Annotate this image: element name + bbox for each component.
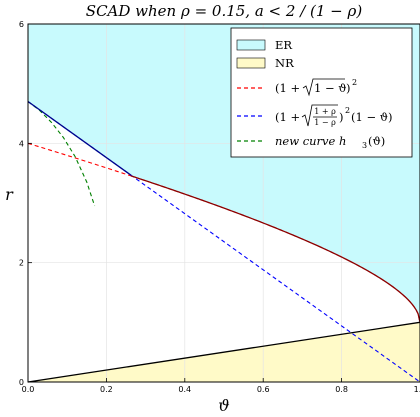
svg-text:1 − ρ: 1 − ρ bbox=[314, 118, 336, 127]
y-tick-label-3: 6 bbox=[19, 20, 24, 29]
y-tick-label-1: 2 bbox=[19, 259, 24, 268]
svg-text:(ϑ): (ϑ) bbox=[368, 134, 385, 148]
series-line-5 bbox=[130, 175, 420, 323]
svg-text:): ) bbox=[346, 81, 351, 95]
x-tick-label-1: 0.2 bbox=[100, 385, 113, 394]
y-tick-label-0: 0 bbox=[19, 378, 24, 387]
legend-label-green: new curve h 3 (ϑ) bbox=[275, 134, 385, 150]
series-line-4 bbox=[27, 100, 132, 176]
plot-frame bbox=[27, 23, 420, 383]
svg-text:(1 − ϑ): (1 − ϑ) bbox=[351, 110, 392, 124]
legend-swatch-er bbox=[236, 39, 266, 51]
x-tick-label-0: 0.0 bbox=[22, 385, 35, 394]
x-axis-label: ϑ bbox=[218, 396, 229, 415]
x-tick-label-4: 0.8 bbox=[335, 385, 348, 394]
legend-label-red: (1 + 1 − ϑ ) 2 bbox=[275, 78, 357, 97]
legend-label-nr: NR bbox=[275, 56, 294, 70]
series-line-6 bbox=[27, 321, 420, 383]
svg-text:(1 +: (1 + bbox=[275, 81, 300, 95]
svg-text:1 + ρ: 1 + ρ bbox=[314, 107, 336, 116]
svg-text:2: 2 bbox=[352, 78, 357, 87]
y-axis-label: r bbox=[5, 185, 14, 204]
svg-text:2: 2 bbox=[345, 106, 350, 115]
x-tick-label-2: 0.4 bbox=[178, 385, 191, 394]
svg-text:(1 +: (1 + bbox=[275, 110, 300, 124]
svg-text:): ) bbox=[339, 110, 344, 124]
legend: ER NR (1 + 1 − ϑ ) 2 (1 + 1 + ρ 1 − ρ ) … bbox=[230, 27, 413, 158]
legend-label-er: ER bbox=[275, 38, 292, 52]
svg-text:3: 3 bbox=[362, 141, 367, 150]
chart-title: SCAD when ρ = 0.15, a < 2 / (1 − ρ) bbox=[86, 2, 363, 20]
x-tick-label-3: 0.6 bbox=[257, 385, 270, 394]
svg-text:1 − ϑ: 1 − ϑ bbox=[314, 81, 346, 95]
y-tick-label-2: 4 bbox=[19, 139, 24, 148]
svg-text:new curve h: new curve h bbox=[275, 134, 346, 148]
x-tick-label-5: 1.0 bbox=[414, 385, 420, 394]
legend-swatch-nr bbox=[236, 57, 266, 69]
legend-label-blue: (1 + 1 + ρ 1 − ρ ) 2 (1 − ϑ) bbox=[275, 104, 392, 127]
